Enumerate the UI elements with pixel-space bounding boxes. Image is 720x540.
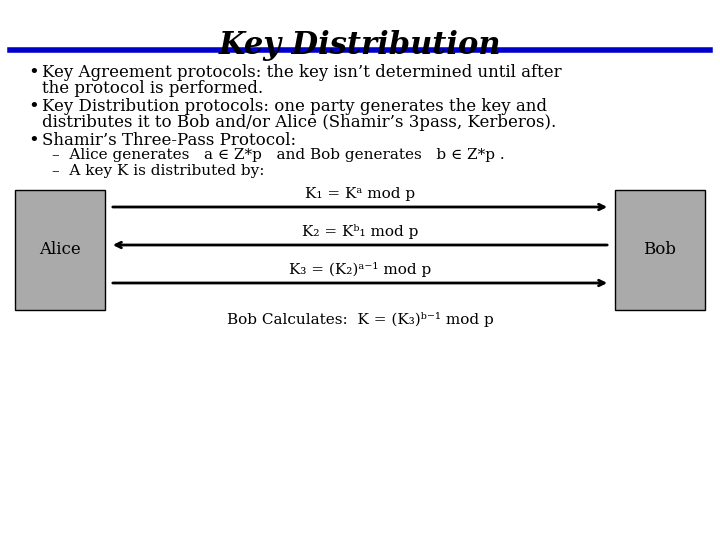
Text: Key Distribution: Key Distribution — [219, 30, 501, 61]
Text: K₃ = (K₂)ᵃ⁻¹ mod p: K₃ = (K₂)ᵃ⁻¹ mod p — [289, 262, 431, 277]
Text: Bob: Bob — [644, 241, 677, 259]
Text: the protocol is performed.: the protocol is performed. — [42, 80, 263, 97]
Text: Key Agreement protocols: the key isn’t determined until after: Key Agreement protocols: the key isn’t d… — [42, 64, 562, 81]
Text: K₁ = Kᵃ mod p: K₁ = Kᵃ mod p — [305, 187, 415, 201]
Text: –  A key K is distributed by:: – A key K is distributed by: — [52, 164, 264, 178]
FancyBboxPatch shape — [15, 190, 105, 310]
Text: distributes it to Bob and/or Alice (Shamir’s 3pass, Kerberos).: distributes it to Bob and/or Alice (Sham… — [42, 114, 557, 131]
Text: Key Distribution protocols: one party generates the key and: Key Distribution protocols: one party ge… — [42, 98, 547, 115]
Text: Bob Calculates:  K = (K₃)ᵇ⁻¹ mod p: Bob Calculates: K = (K₃)ᵇ⁻¹ mod p — [227, 312, 493, 327]
Text: Shamir’s Three-Pass Protocol:: Shamir’s Three-Pass Protocol: — [42, 132, 296, 149]
Text: Alice: Alice — [39, 241, 81, 259]
FancyBboxPatch shape — [615, 190, 705, 310]
Text: K₂ = Kᵇ₁ mod p: K₂ = Kᵇ₁ mod p — [302, 224, 418, 239]
Text: –  Alice generates   a ∈ Z*p   and Bob generates   b ∈ Z*p .: – Alice generates a ∈ Z*p and Bob genera… — [52, 148, 505, 162]
Text: •: • — [28, 64, 39, 82]
Text: •: • — [28, 98, 39, 116]
Text: •: • — [28, 132, 39, 150]
